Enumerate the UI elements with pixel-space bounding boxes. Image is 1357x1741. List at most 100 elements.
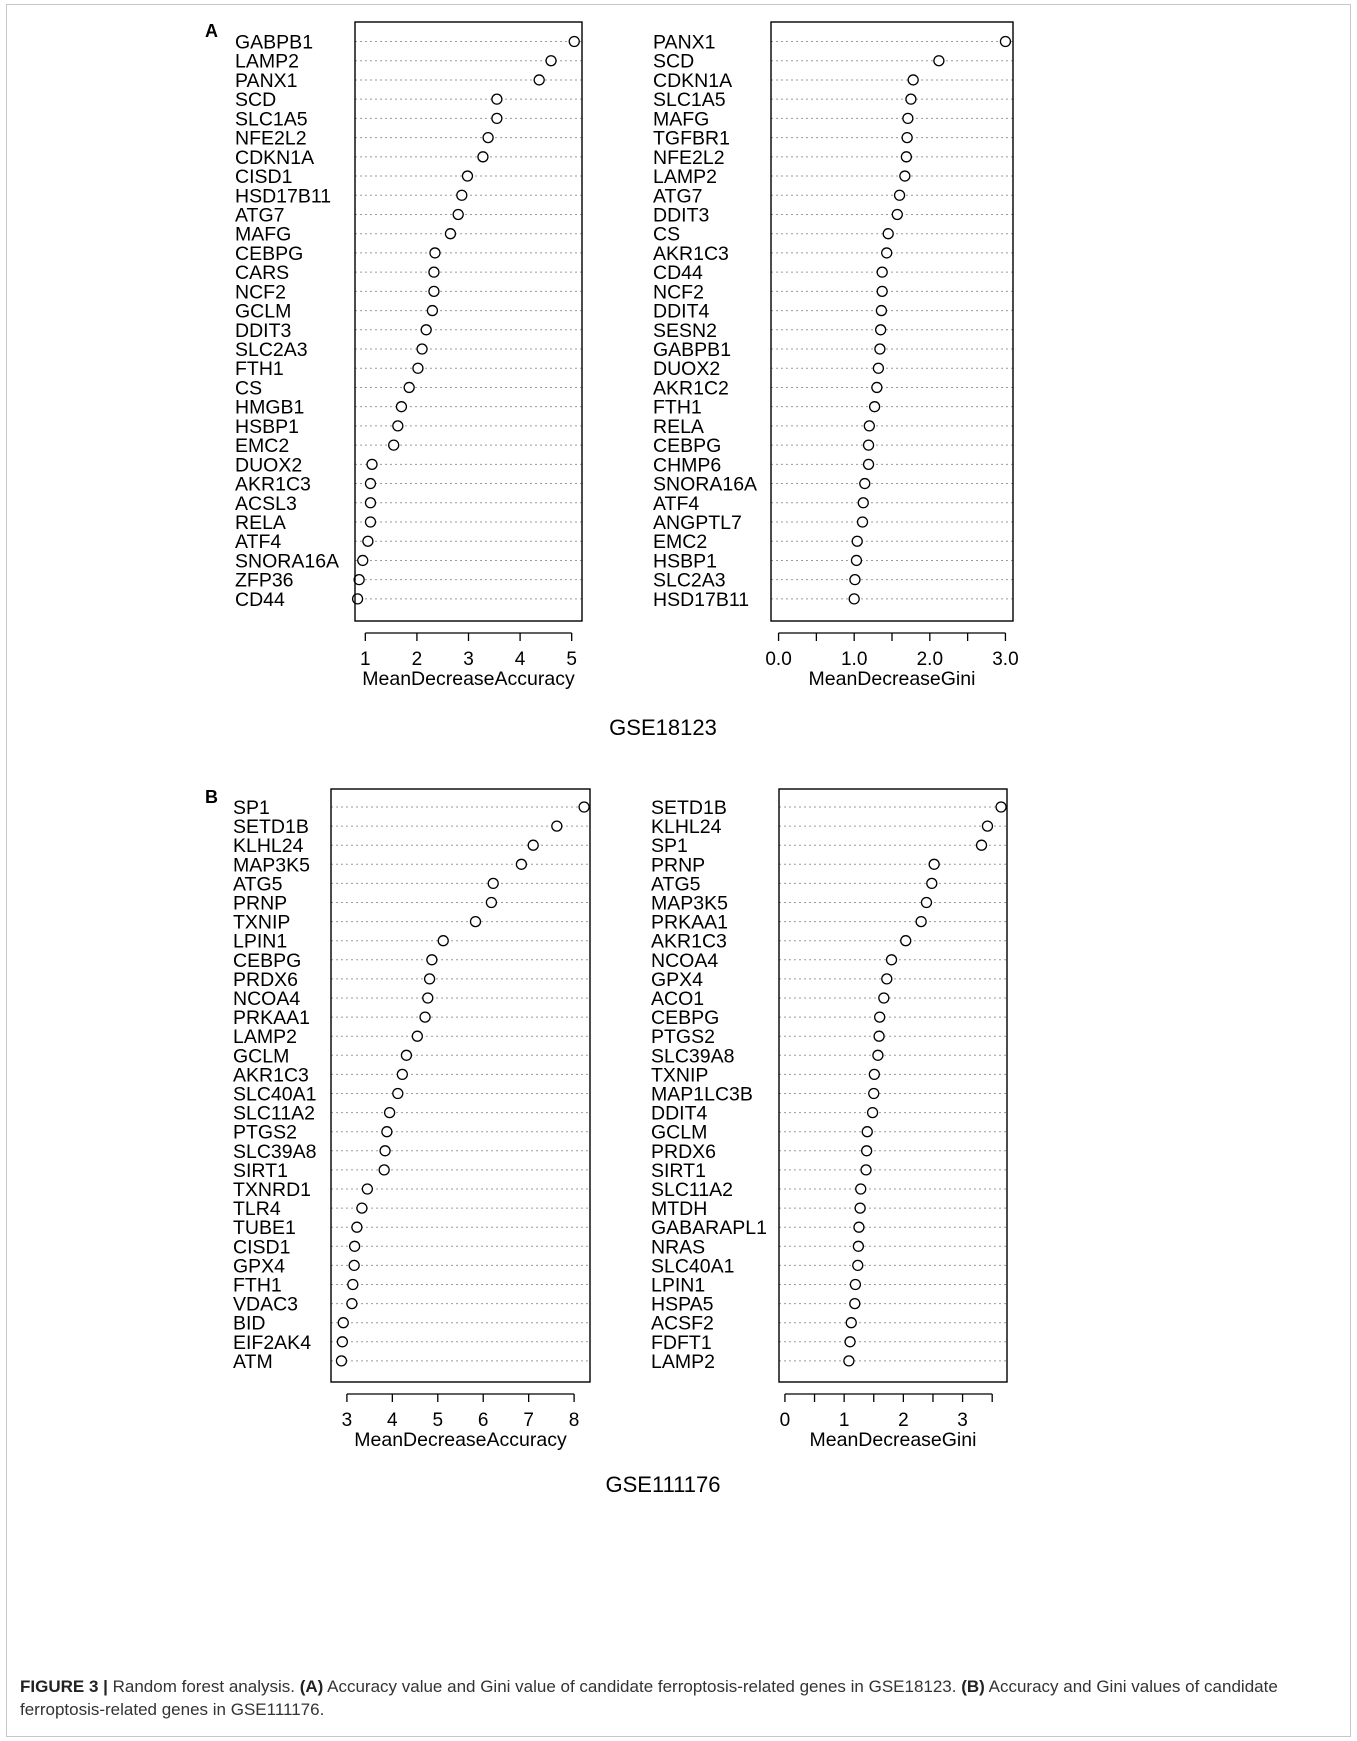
tick-label: 1 bbox=[360, 649, 371, 670]
plot-frame bbox=[330, 788, 591, 1383]
gene-label: AKR1C2 bbox=[653, 377, 729, 399]
dataset-label: GSE18123 bbox=[609, 715, 717, 740]
gene-label: CEBPG bbox=[235, 243, 303, 265]
gene-label: HSBP1 bbox=[653, 550, 717, 572]
data-point bbox=[487, 877, 499, 890]
gene-label: CISD1 bbox=[235, 166, 292, 188]
data-point bbox=[336, 1336, 349, 1348]
data-point bbox=[901, 131, 913, 144]
data-point bbox=[902, 112, 914, 125]
gene-label: TXNIP bbox=[233, 912, 290, 934]
gene-label: ANGPTL7 bbox=[653, 512, 742, 534]
gene-label: ATG5 bbox=[233, 873, 283, 895]
caption-part: Random forest analysis. bbox=[112, 1677, 300, 1696]
data-point bbox=[868, 1087, 880, 1100]
gene-label: NFE2L2 bbox=[653, 147, 725, 169]
data-point bbox=[379, 1145, 391, 1157]
data-point bbox=[348, 1259, 360, 1272]
data-point bbox=[876, 266, 888, 278]
data-point bbox=[862, 458, 875, 470]
caption-part: (B) bbox=[961, 1677, 985, 1696]
data-point bbox=[392, 1087, 404, 1100]
gene-label: CISD1 bbox=[233, 1236, 290, 1258]
gene-label: SLC39A8 bbox=[233, 1141, 316, 1163]
panel-letter: A bbox=[205, 21, 218, 41]
caption-part: Accuracy value and Gini value of candida… bbox=[323, 1677, 962, 1696]
chart-panel-a-accuracy: GABPB1LAMP2PANX1SCDSLC1A5NFE2L2CDKN1ACIS… bbox=[235, 21, 583, 690]
data-point bbox=[568, 35, 580, 48]
gene-label: MTDH bbox=[651, 1198, 707, 1220]
data-point bbox=[875, 304, 888, 317]
gene-label: SETD1B bbox=[651, 797, 727, 819]
data-point bbox=[381, 1126, 393, 1138]
tick-label: 0.0 bbox=[765, 649, 791, 670]
data-point bbox=[348, 1240, 361, 1252]
x-axis-title: MeanDecreaseAccuracy bbox=[362, 668, 575, 690]
gene-label: PRKAA1 bbox=[233, 1007, 310, 1029]
gene-label: ATG5 bbox=[651, 873, 701, 895]
data-point bbox=[868, 1068, 880, 1081]
gene-label: HSPA5 bbox=[651, 1294, 714, 1316]
gene-label: DDIT4 bbox=[651, 1103, 707, 1125]
gene-label: CD44 bbox=[235, 589, 285, 611]
data-point bbox=[857, 497, 869, 509]
gene-label: ACSF2 bbox=[651, 1313, 714, 1335]
data-point bbox=[420, 324, 432, 336]
data-point bbox=[844, 1336, 856, 1348]
data-point bbox=[461, 170, 474, 182]
gene-label: NCF2 bbox=[235, 281, 286, 303]
data-point bbox=[400, 1049, 413, 1061]
data-point bbox=[878, 992, 890, 1004]
tick-label: 5 bbox=[566, 649, 577, 670]
data-point bbox=[885, 954, 898, 966]
data-point bbox=[874, 343, 886, 355]
data-point bbox=[346, 1297, 358, 1310]
data-point bbox=[383, 1106, 396, 1119]
gene-label: SLC2A3 bbox=[653, 570, 726, 592]
data-point bbox=[848, 593, 860, 605]
data-point bbox=[485, 896, 498, 909]
data-point bbox=[426, 954, 438, 966]
gene-label: ACSL3 bbox=[235, 493, 297, 515]
data-point bbox=[853, 1221, 865, 1233]
gene-label: EMC2 bbox=[653, 531, 707, 553]
gene-label: FTH1 bbox=[233, 1275, 282, 1297]
dataset-label: GSE111176 bbox=[606, 1472, 721, 1497]
data-point bbox=[891, 208, 903, 221]
data-point bbox=[444, 228, 457, 240]
gene-label: HSBP1 bbox=[235, 416, 299, 438]
gene-label: CDKN1A bbox=[653, 70, 732, 92]
gene-label: SCD bbox=[653, 51, 694, 73]
tick-label: 3 bbox=[342, 1410, 353, 1431]
gene-label: DDIT3 bbox=[235, 320, 291, 342]
gene-label: SIRT1 bbox=[651, 1160, 706, 1182]
gene-label: ATM bbox=[233, 1351, 273, 1373]
tick-label: 4 bbox=[387, 1410, 398, 1431]
caption-part: Accuracy and Gini values of candidate fe… bbox=[20, 1677, 1278, 1719]
data-point bbox=[491, 93, 503, 105]
gene-label: TUBE1 bbox=[233, 1217, 296, 1239]
data-point bbox=[905, 93, 917, 105]
gene-label: ATF4 bbox=[235, 531, 281, 553]
gene-label: CS bbox=[653, 224, 680, 246]
data-point bbox=[357, 554, 369, 567]
data-point bbox=[428, 285, 440, 298]
gene-label: AKR1C3 bbox=[653, 243, 729, 265]
gene-label: MAFG bbox=[235, 224, 291, 246]
data-point bbox=[491, 112, 503, 125]
gene-label: TLR4 bbox=[233, 1198, 281, 1220]
data-point bbox=[545, 55, 557, 67]
gene-label: CEBPG bbox=[653, 435, 721, 457]
gene-label: LAMP2 bbox=[653, 166, 717, 188]
data-point bbox=[882, 228, 894, 240]
gene-label: CEBPG bbox=[651, 1007, 719, 1029]
gene-label: GCLM bbox=[651, 1122, 707, 1144]
plot-frame bbox=[354, 21, 583, 622]
gene-label: LPIN1 bbox=[233, 931, 287, 953]
gene-label: SLC40A1 bbox=[233, 1084, 316, 1106]
gene-label: ATG7 bbox=[653, 185, 702, 207]
data-point bbox=[515, 858, 528, 870]
data-point bbox=[396, 1068, 408, 1081]
gene-label: PRNP bbox=[233, 893, 287, 915]
